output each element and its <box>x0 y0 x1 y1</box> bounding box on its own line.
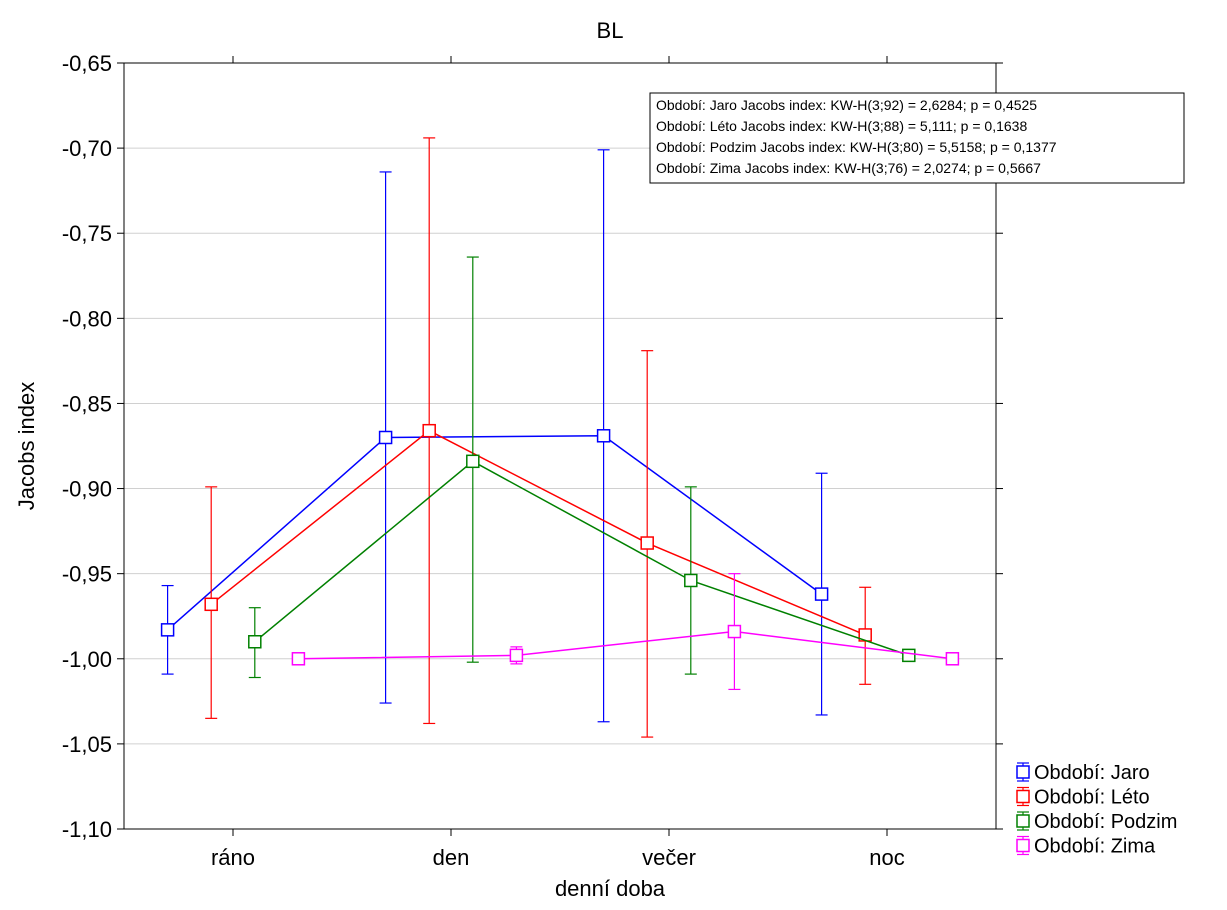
data-point <box>160 623 175 637</box>
x-axis-label: denní doba <box>555 876 666 901</box>
data-point <box>814 587 829 601</box>
plot-area <box>123 62 997 830</box>
stats-annotation: Období: Podzim Jacobs index: KW-H(3;80) … <box>656 139 1057 155</box>
series-3 <box>248 256 916 679</box>
data-point <box>902 648 916 663</box>
y-tick-label: -0,90 <box>62 477 112 502</box>
legend-label: Období: Zima <box>1034 836 1156 858</box>
data-point <box>378 430 393 445</box>
data-point <box>248 635 262 649</box>
y-tick-label: -1,10 <box>62 817 112 842</box>
stats-annotation-box: Období: Jaro Jacobs index: KW-H(3;92) = … <box>649 92 1185 184</box>
y-tick-label: -0,65 <box>62 51 112 76</box>
y-tick-label: -1,00 <box>62 647 112 672</box>
data-point <box>684 573 698 588</box>
legend-symbol-marker <box>1016 789 1030 804</box>
x-tick-label: den <box>433 845 470 870</box>
x-tick-label: ráno <box>211 845 255 870</box>
x-tick-label: noc <box>869 845 904 870</box>
data-point <box>640 536 654 550</box>
stats-annotation: Období: Jaro Jacobs index: KW-H(3;92) = … <box>656 97 1037 113</box>
data-point <box>291 652 306 666</box>
legend-item: Období: Jaro <box>1016 762 1150 784</box>
stats-annotation: Období: Zima Jacobs index: KW-H(3;76) = … <box>656 160 1041 176</box>
y-tick-label: -0,70 <box>62 136 112 161</box>
series-line <box>167 435 823 631</box>
series-4 <box>291 573 960 691</box>
legend-label: Období: Jaro <box>1034 762 1150 784</box>
y-axis: -0,65 -0,70 -0,75 -0,80 -0,85 -0,90 -0,95 -1,00… <box>62 51 1003 842</box>
grid-lines <box>124 147 996 745</box>
legend-symbol-marker <box>1016 814 1030 828</box>
x-tick-label: večer <box>642 845 696 870</box>
series-1 <box>160 149 829 723</box>
y-tick-label: -0,85 <box>62 391 112 416</box>
legend-symbol-marker <box>1016 765 1030 779</box>
data-point <box>727 624 742 639</box>
data-point <box>466 454 480 469</box>
legend-label: Období: Podzim <box>1034 811 1177 833</box>
series-line <box>298 630 953 660</box>
x-axis: ráno den večer noc <box>211 56 905 870</box>
y-tick-label: -1,05 <box>62 732 112 757</box>
y-tick-label: -0,95 <box>62 562 112 587</box>
stats-annotation: Období: Léto Jacobs index: KW-H(3;88) = … <box>656 118 1027 134</box>
legend-item: Období: Zima <box>1016 836 1156 858</box>
data-point <box>945 652 960 666</box>
series-line <box>254 460 910 657</box>
legend-item: Období: Léto <box>1016 787 1150 809</box>
legend-label: Období: Léto <box>1034 787 1150 809</box>
y-tick-label: -0,80 <box>62 306 112 331</box>
chart-title: BL <box>597 18 624 43</box>
data-point <box>204 597 218 612</box>
series-line <box>210 429 866 636</box>
series-layer <box>160 137 960 738</box>
legend-item: Období: Podzim <box>1016 811 1177 833</box>
y-axis-label: Jacobs index <box>14 382 39 510</box>
series-2 <box>204 137 872 738</box>
legend-symbol-marker <box>1016 838 1030 853</box>
data-point <box>422 423 436 438</box>
data-point <box>509 648 524 663</box>
data-point <box>596 429 611 443</box>
y-tick-label: -0,75 <box>62 221 112 246</box>
